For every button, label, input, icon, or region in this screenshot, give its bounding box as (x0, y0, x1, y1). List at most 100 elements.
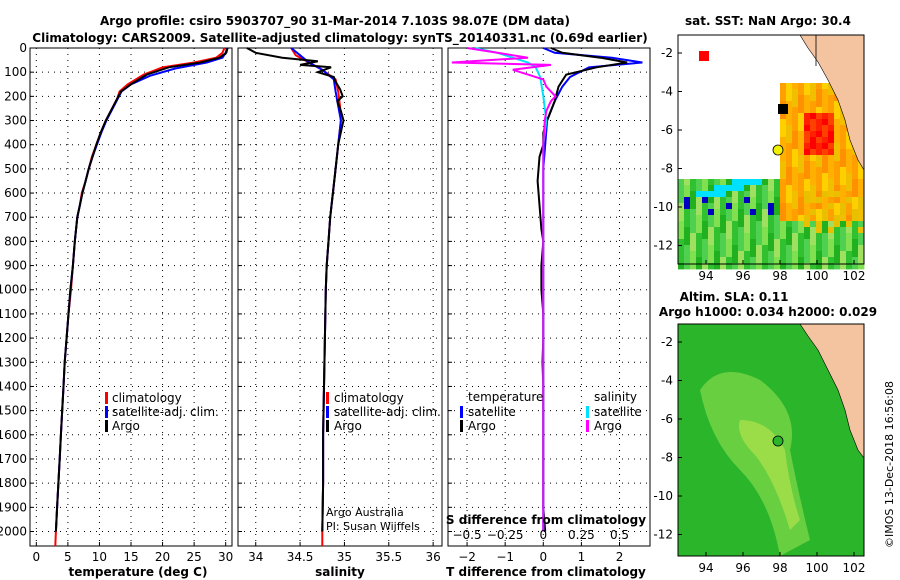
sla-map-frame (677, 323, 865, 557)
sst-cell (792, 113, 799, 120)
legend-temp-satellite: satellite (468, 405, 516, 419)
sst-cell (762, 215, 769, 222)
sst-cell (810, 143, 817, 150)
sst-cell (756, 251, 763, 258)
sst-cell (768, 233, 775, 240)
sst-cell (750, 257, 757, 264)
depth-tick-label: 200 (4, 89, 27, 103)
sst-cell (798, 143, 805, 150)
x-tick-label: −1 (496, 550, 514, 564)
sst-cell (774, 203, 781, 210)
sst-cell (744, 203, 751, 210)
legend-swatch-sal-argo (586, 420, 589, 432)
sst-cell (702, 263, 709, 270)
sst-cell (822, 203, 829, 210)
sst-cell (810, 233, 817, 240)
legend-swatch-temp-satellite (460, 406, 463, 418)
sst-cell (840, 131, 847, 138)
sst-cell (756, 257, 763, 264)
sst-cell (804, 257, 811, 264)
sst-cell (858, 245, 865, 252)
sst-cell (840, 143, 847, 150)
legend-salinity-title: salinity (594, 390, 637, 404)
sst-cell (756, 179, 763, 186)
sla-map: Altim. SLA: 0.11 Argo h1000: 0.034 h2000… (653, 290, 877, 575)
sst-cell (810, 83, 817, 90)
sst-cell (822, 251, 829, 258)
sst-cell (834, 137, 841, 144)
sst-cell (792, 245, 799, 252)
sst-cell (726, 215, 733, 222)
map-y-tick-label: -12 (653, 239, 673, 253)
sst-cell (804, 197, 811, 204)
sst-cell (738, 179, 745, 186)
sst-cell (678, 191, 685, 198)
x-tick-label: 15 (123, 550, 138, 564)
legend-climatology: climatology (112, 391, 182, 405)
depth-axis-ticks: 0 100 200 300 400 500 600 700 800 900 1000 1100 1200… (0, 41, 27, 538)
sst-cell (804, 215, 811, 222)
argo-float-position-2 (772, 435, 784, 447)
legend-swatch-climatology (105, 392, 108, 404)
sst-cell (822, 161, 829, 168)
sst-cell (822, 197, 829, 204)
sst-cell (810, 227, 817, 234)
sst-cell (846, 137, 853, 144)
sst-cell (768, 215, 775, 222)
sst-cell (768, 203, 775, 210)
sst-cell (708, 251, 715, 258)
sst-cell (696, 251, 703, 258)
sst-cell (804, 227, 811, 234)
depth-tick-label: 0 (19, 41, 27, 55)
sst-cell (744, 233, 751, 240)
sst-cell (744, 197, 751, 204)
pi-note: PI: Susan Wijffels (326, 520, 420, 533)
sst-cell (828, 239, 835, 246)
x-tick-label: 0 (539, 550, 547, 564)
sst-cell (834, 125, 841, 132)
sst-cell (702, 221, 709, 228)
x-tick-label: 36 (425, 550, 440, 564)
sst-cell (810, 137, 817, 144)
temperature-plot-frame (29, 47, 233, 547)
sst-cell (792, 155, 799, 162)
legend-climatology: climatology (334, 391, 404, 405)
sst-cell (750, 227, 757, 234)
sst-cell (744, 251, 751, 258)
sst-cell (744, 185, 751, 192)
sst-cell (768, 179, 775, 186)
sst-cell (786, 101, 793, 108)
sst-cell (816, 221, 823, 228)
sst-cell (780, 113, 787, 120)
sst-cell (780, 203, 787, 210)
sst-cell (720, 215, 727, 222)
sst-cell (756, 203, 763, 210)
sst-cell (792, 83, 799, 90)
sla-map-title-line1: Altim. SLA: 0.11 (680, 290, 789, 304)
sst-cell (846, 191, 853, 198)
s-tick-label: −0.25 (487, 528, 524, 542)
sst-cell (822, 179, 829, 186)
sst-cell (732, 209, 739, 216)
sst-cell (798, 107, 805, 114)
series-line-salinity-satellite (474, 47, 548, 532)
sst-cell (684, 227, 691, 234)
sst-cell (798, 173, 805, 180)
temperature-panel: 0 5 10 15 20 25 30 0 100 200 300 400 500 600 700 800 90… (0, 41, 233, 579)
legend-swatch-argo (326, 420, 329, 432)
s-tick-label: 0 (539, 528, 547, 542)
legend-temperature-title: temperature (468, 390, 543, 404)
sst-cell (822, 149, 829, 156)
sst-cell (822, 239, 829, 246)
sst-cell (690, 239, 697, 246)
sst-cell (678, 245, 685, 252)
map-x-tick-label: 96 (735, 269, 750, 283)
sst-cell (840, 221, 847, 228)
sst-cell (816, 95, 823, 102)
sst-cell (798, 239, 805, 246)
sst-cell (804, 119, 811, 126)
sst-cell (810, 173, 817, 180)
sst-cell (792, 161, 799, 168)
sst-cell (726, 209, 733, 216)
sst-cell (708, 239, 715, 246)
